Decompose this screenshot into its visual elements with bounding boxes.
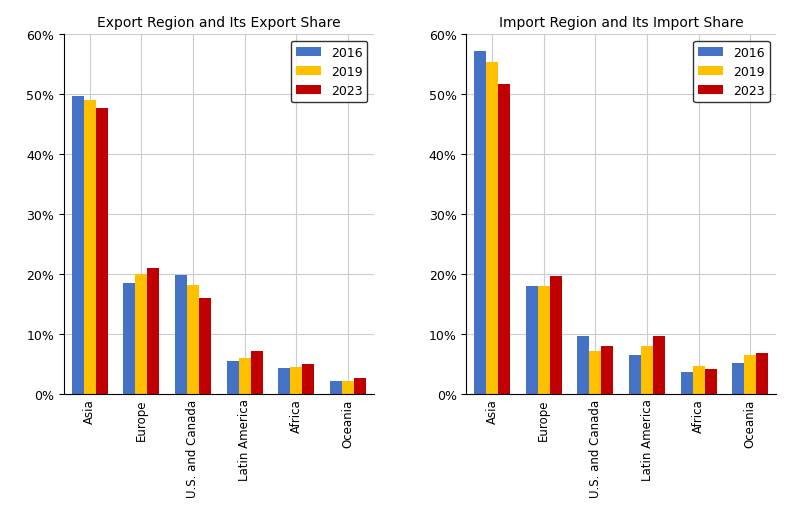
Bar: [238, 358, 250, 394]
Bar: [330, 381, 342, 394]
Bar: [498, 85, 510, 394]
Bar: [602, 346, 614, 394]
Bar: [135, 274, 147, 394]
Bar: [147, 269, 159, 394]
Bar: [526, 286, 538, 394]
Bar: [290, 367, 302, 394]
Bar: [653, 336, 665, 394]
Bar: [705, 369, 717, 394]
Bar: [732, 364, 744, 394]
Bar: [474, 52, 486, 394]
Bar: [175, 276, 187, 394]
Bar: [590, 351, 602, 394]
Bar: [744, 355, 756, 394]
Bar: [72, 97, 84, 394]
Bar: [226, 361, 238, 394]
Bar: [756, 354, 768, 394]
Bar: [199, 298, 211, 394]
Bar: [681, 372, 693, 394]
Bar: [629, 355, 641, 394]
Bar: [550, 277, 562, 394]
Bar: [342, 381, 354, 394]
Bar: [187, 285, 199, 394]
Bar: [250, 351, 262, 394]
Bar: [693, 366, 705, 394]
Bar: [354, 378, 366, 394]
Bar: [486, 63, 498, 394]
Title: Import Region and Its Import Share: Import Region and Its Import Share: [499, 16, 743, 30]
Bar: [641, 347, 653, 394]
Bar: [538, 286, 550, 394]
Title: Export Region and Its Export Share: Export Region and Its Export Share: [97, 16, 341, 30]
Bar: [84, 101, 96, 394]
Bar: [302, 364, 314, 394]
Legend: 2016, 2019, 2023: 2016, 2019, 2023: [290, 41, 367, 103]
Legend: 2016, 2019, 2023: 2016, 2019, 2023: [693, 41, 770, 103]
Bar: [578, 336, 590, 394]
Bar: [123, 283, 135, 394]
Bar: [278, 368, 290, 394]
Bar: [96, 109, 108, 394]
